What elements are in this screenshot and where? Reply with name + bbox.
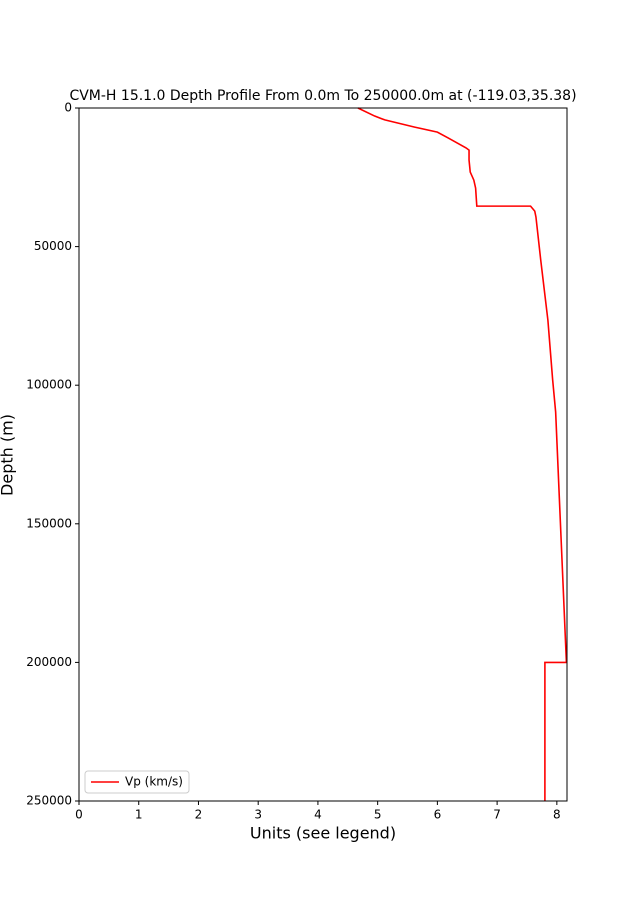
x-tick-label: 2 [195,808,203,822]
y-axis-label: Depth (m) [0,414,17,496]
x-tick-label: 5 [374,808,382,822]
data-line [357,107,568,801]
x-tick-label: 7 [493,808,501,822]
plot-frame [78,107,568,802]
x-tick-label: 0 [75,808,83,822]
legend-label: Vp (km/s) [125,775,183,789]
y-tick-label: 100000 [26,378,72,392]
legend-box [84,770,190,794]
y-tick-label: 200000 [26,655,72,669]
chart-title: CVM-H 15.1.0 Depth Profile From 0.0m To … [69,88,576,104]
y-tick-label: 0 [64,101,72,115]
x-tick-label: 6 [434,808,442,822]
x-tick-label: 3 [254,808,262,822]
x-axis-label: Units (see legend) [250,824,396,843]
x-tick-label: 8 [553,808,561,822]
y-tick-label: 50000 [34,239,72,253]
y-tick-label: 150000 [26,516,72,530]
legend: Vp (km/s) [84,770,190,794]
x-tick-label: 4 [314,808,322,822]
y-tick-label: 250000 [26,794,72,808]
x-tick-label: 1 [135,808,143,822]
